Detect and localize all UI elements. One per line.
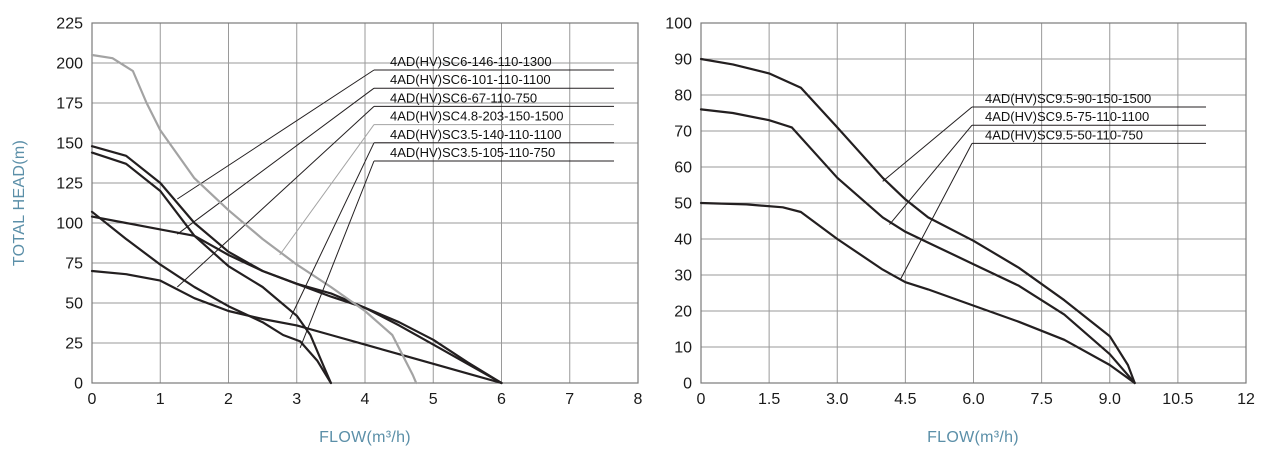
y-tick-label: 25 <box>65 336 83 353</box>
x-tick-label: 3 <box>292 391 301 408</box>
series-line-6 <box>90 210 332 385</box>
series-line-2 <box>90 215 503 385</box>
y-tick-label: 100 <box>665 16 692 33</box>
x-tick-label: 3.0 <box>826 391 848 408</box>
x-tick-label: 4 <box>361 391 370 408</box>
legend-entry-2: 4AD(HV)SC6-101-110-1100 <box>390 72 551 87</box>
legend-entry-6: 4AD(HV)SC3.5-105-110-750 <box>390 145 555 160</box>
y-tick-label: 60 <box>674 160 692 177</box>
y-tick-label: 80 <box>674 88 692 105</box>
y-tick-label: 50 <box>65 296 83 313</box>
y-tick-label: 10 <box>674 340 692 357</box>
series-line-4 <box>90 53 418 385</box>
y-tick-label: 225 <box>56 16 83 33</box>
legend-leader-line <box>299 160 375 348</box>
y-axis-title: TOTAL HEAD(m) <box>11 140 28 266</box>
y-tick-label: 40 <box>674 232 692 249</box>
legend-entry-5: 4AD(HV)SC3.5-140-110-1100 <box>390 127 562 142</box>
legend-leader-line <box>279 124 375 256</box>
series-line-1 <box>699 57 1136 385</box>
y-tick-label: 90 <box>674 52 692 69</box>
gridlines <box>91 22 639 384</box>
chart-left-pump-curves: 0 1 2 3 4 5 6 7 8 0 25 50 75 100 125 150 175 200 225 FLOW(m… <box>11 16 643 447</box>
x-axis-title: FLOW(m³/h) <box>319 429 411 446</box>
y-tick-label: 30 <box>674 268 692 285</box>
x-tick-label: 1 <box>156 391 165 408</box>
x-tick-label: 4.5 <box>894 391 916 408</box>
legend-leader-line <box>176 106 375 288</box>
y-tick-label: 20 <box>674 304 692 321</box>
x-axis-title: FLOW(m³/h) <box>927 429 1019 446</box>
series-line-3 <box>90 269 503 385</box>
x-tick-label: 1.5 <box>758 391 780 408</box>
gridlines <box>700 22 1247 384</box>
chart-right-pump-curves: 0 1.5 3.0 4.5 6.0 7.5 9.0 10.5 12 0 10 20 30 40 50 60 70… <box>665 16 1255 447</box>
legend-entry-1: 4AD(HV)SC6-146-110-1300 <box>390 54 552 69</box>
x-tick-label: 7.5 <box>1031 391 1053 408</box>
legend-leader-line <box>882 106 973 182</box>
y-tick-label: 75 <box>65 256 83 273</box>
legend-entry-3: 4AD(HV)SC9.5-50-110-750 <box>985 127 1143 142</box>
legend-entry-3: 4AD(HV)SC6-67-110-750 <box>390 90 537 105</box>
x-tick-label: 6.0 <box>962 391 984 408</box>
x-tick-label: 2 <box>224 391 233 408</box>
legend-entry-4: 4AD(HV)SC4.8-203-150-1500 <box>390 109 563 124</box>
y-tick-label: 175 <box>56 96 83 113</box>
legend-leader-line <box>900 143 973 279</box>
series-line-5 <box>90 151 332 385</box>
x-tick-label: 8 <box>634 391 643 408</box>
legend-leader-line <box>889 124 973 225</box>
series-line-3 <box>699 201 1136 385</box>
x-tick-label: 10.5 <box>1162 391 1193 408</box>
x-tick-label: 0 <box>88 391 97 408</box>
legend-leader-line <box>289 142 375 320</box>
x-tick-label: 7 <box>565 391 574 408</box>
legend-leader-line <box>177 87 375 235</box>
y-tick-label: 70 <box>674 124 692 141</box>
x-tick-label: 12 <box>1237 391 1255 408</box>
x-tick-label: 9.0 <box>1099 391 1121 408</box>
legend-leader-line <box>177 69 375 200</box>
x-tick-label: 0 <box>697 391 706 408</box>
y-tick-label: 125 <box>56 176 83 193</box>
legend-entry-2: 4AD(HV)SC9.5-75-110-1100 <box>985 109 1149 124</box>
x-tick-label: 6 <box>497 391 506 408</box>
plot-frame <box>91 22 639 384</box>
y-tick-label: 150 <box>56 136 83 153</box>
series-line-2 <box>699 108 1136 385</box>
x-tick-label: 5 <box>429 391 438 408</box>
y-tick-label: 0 <box>74 376 83 393</box>
y-tick-label: 100 <box>56 216 83 233</box>
legend-entry-1: 4AD(HV)SC9.5-90-150-1500 <box>985 91 1151 106</box>
y-tick-label: 50 <box>674 196 692 213</box>
y-tick-label: 200 <box>56 56 83 73</box>
y-tick-label: 0 <box>683 376 692 393</box>
